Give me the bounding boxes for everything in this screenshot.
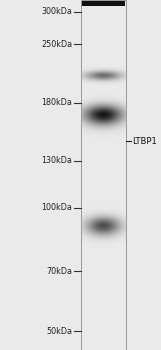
Text: 250kDa: 250kDa [41,40,72,49]
Bar [80,0,126,350]
Text: 180kDa: 180kDa [42,98,72,107]
Text: 130kDa: 130kDa [42,156,72,165]
Text: LTBP1: LTBP1 [132,137,157,146]
Text: 100kDa: 100kDa [42,203,72,212]
Bar [81,1,125,6]
Bar [80,0,126,350]
Text: 50kDa: 50kDa [47,327,72,336]
Text: 70kDa: 70kDa [47,267,72,276]
Text: 300kDa: 300kDa [42,7,72,16]
